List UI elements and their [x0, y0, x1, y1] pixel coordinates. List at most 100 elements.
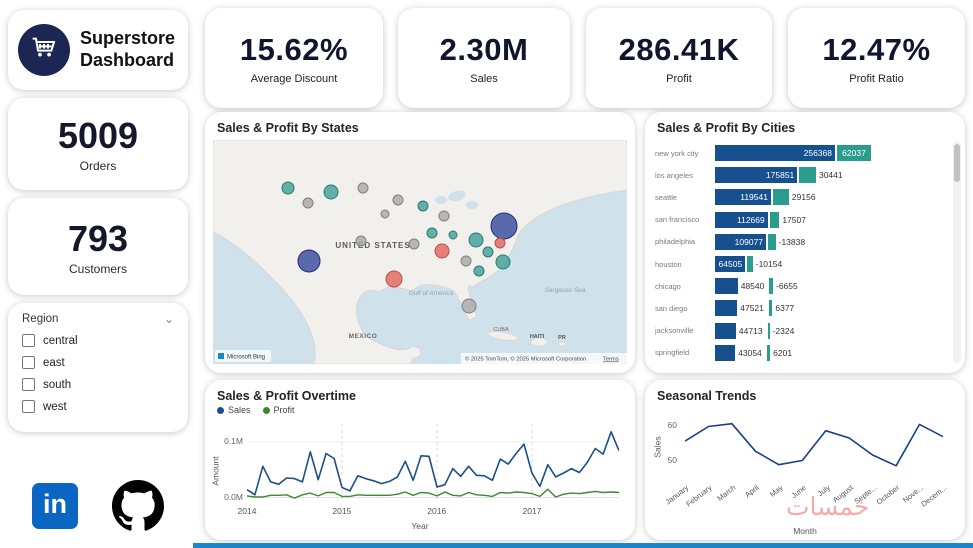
- kpi-profit: 286.41K Profit: [586, 8, 772, 108]
- x-axis-tick: Decem...: [919, 483, 949, 509]
- profit-value: -10154: [755, 259, 783, 270]
- profit-bar[interactable]: [766, 344, 771, 361]
- line-series: [247, 431, 619, 496]
- profit-bar[interactable]: [747, 256, 753, 273]
- profit-value: 6377: [775, 303, 795, 314]
- legend-item-sales[interactable]: Sales: [217, 405, 251, 415]
- overtime-legend: Sales Profit: [217, 405, 295, 415]
- region-option-central[interactable]: central: [22, 334, 174, 347]
- sales-bar[interactable]: [715, 344, 736, 361]
- sales-bar[interactable]: 109077: [715, 233, 767, 250]
- map-bubble[interactable]: [448, 230, 458, 240]
- seasonal-chart-card: Seasonal Trends 60 50 Sales January Febru…: [645, 380, 965, 540]
- sales-bar[interactable]: 119541: [715, 189, 771, 206]
- profit-bar[interactable]: [772, 189, 789, 206]
- profit-bar[interactable]: [768, 233, 776, 250]
- kpi-value: 2.30M: [439, 31, 529, 67]
- map-attribution: © 2025 TomTom, © 2025 Microsoft Corporat…: [461, 353, 627, 364]
- map-bubble[interactable]: [355, 235, 367, 247]
- sales-bar[interactable]: 256368: [715, 145, 835, 162]
- svg-text:Microsoft Bing: Microsoft Bing: [227, 355, 265, 361]
- y-tick: 50: [667, 455, 677, 465]
- checkbox-east[interactable]: [22, 356, 35, 369]
- region-option-west[interactable]: west: [22, 400, 174, 413]
- map-bubble[interactable]: [438, 210, 450, 222]
- kpi-value: 15.62%: [239, 31, 349, 67]
- map-bubble[interactable]: [494, 237, 506, 249]
- map-bubble[interactable]: [392, 194, 404, 206]
- map-bubble[interactable]: [426, 227, 438, 239]
- profit-bar[interactable]: 62037: [837, 145, 871, 162]
- cities-scrollbar-thumb[interactable]: [954, 144, 960, 182]
- map-label-haiti: HAITI: [530, 334, 545, 340]
- checkbox-south[interactable]: [22, 378, 35, 391]
- region-filter-header[interactable]: Region ⌄: [22, 313, 174, 325]
- city-row: houston 64505 -10154: [655, 253, 947, 275]
- sales-bar[interactable]: [715, 278, 738, 295]
- map-bubble[interactable]: [461, 298, 477, 314]
- profit-bar[interactable]: [769, 278, 773, 295]
- map-bubble[interactable]: [495, 254, 511, 270]
- city-label: philadelphia: [655, 237, 696, 247]
- map-bubble[interactable]: [297, 249, 321, 273]
- map-bubble[interactable]: [482, 246, 494, 258]
- profit-bar[interactable]: [799, 167, 816, 184]
- map-bubble[interactable]: [357, 182, 369, 194]
- city-label: new york city: [655, 148, 699, 158]
- github-icon[interactable]: [112, 480, 164, 532]
- profit-value: -13838: [778, 236, 806, 247]
- kpi-average-discount: 15.62% Average Discount: [205, 8, 383, 108]
- region-option-south[interactable]: south: [22, 378, 174, 391]
- map-bubble[interactable]: [473, 265, 485, 277]
- map-label-cuba: CUBA: [493, 327, 509, 333]
- us-map[interactable]: UNITED STATES MEXICO CUBA HAITI PR Gulf …: [213, 140, 627, 364]
- map-bubble[interactable]: [490, 212, 518, 240]
- app-title: Superstore Dashboard: [80, 28, 176, 70]
- map-bubble[interactable]: [468, 232, 484, 248]
- map-label-gulf: Gulf of America: [409, 290, 454, 297]
- profit-value: 17507: [782, 214, 806, 225]
- overtime-chart-title: Sales & Profit Overtime: [217, 389, 356, 403]
- map-bubble[interactable]: [460, 255, 472, 267]
- sales-value: 44713: [738, 325, 763, 336]
- y-axis-title: Sales: [652, 436, 663, 458]
- checkbox-west[interactable]: [22, 400, 35, 413]
- city-label: san diego: [655, 303, 688, 313]
- city-row: philadelphia 109077 -13838: [655, 231, 947, 253]
- checkbox-central[interactable]: [22, 334, 35, 347]
- map-bubble[interactable]: [417, 200, 429, 212]
- terms-link[interactable]: Terms: [603, 357, 619, 363]
- profit-value: -6655: [776, 281, 798, 292]
- map-bubble[interactable]: [408, 238, 420, 250]
- sales-bar[interactable]: [715, 322, 736, 339]
- profit-bar[interactable]: [768, 300, 773, 317]
- profit-bar[interactable]: [767, 322, 770, 339]
- map-bubble[interactable]: [385, 270, 403, 288]
- map-bubble[interactable]: [302, 197, 314, 209]
- x-axis-tick: May: [767, 483, 785, 499]
- cities-scrollbar[interactable]: [953, 142, 961, 363]
- map-bubble[interactable]: [380, 209, 390, 219]
- sales-bar[interactable]: 175851: [715, 167, 798, 184]
- legend-label: Profit: [273, 405, 295, 415]
- x-axis-tick: 2017: [522, 506, 542, 516]
- city-row: jacksonville 44713 -2324: [655, 320, 947, 342]
- kpi-label: Average Discount: [250, 72, 338, 85]
- cities-chart-card: Sales & Profit By Cities new york city 25…: [645, 112, 965, 373]
- linkedin-icon[interactable]: in: [32, 483, 78, 529]
- x-axis-tick: February: [684, 483, 715, 509]
- chevron-down-icon[interactable]: ⌄: [163, 312, 174, 326]
- map-bubble[interactable]: [434, 243, 450, 259]
- y-tick: 0.0M: [224, 492, 243, 502]
- legend-item-profit[interactable]: Profit: [262, 405, 295, 415]
- map-bubble[interactable]: [323, 184, 339, 200]
- profit-bar[interactable]: [769, 211, 780, 228]
- region-option-east[interactable]: east: [22, 356, 174, 369]
- x-axis-tick: January: [663, 483, 691, 507]
- sales-bar[interactable]: 64505: [715, 256, 746, 273]
- sales-bar[interactable]: 112669: [715, 211, 768, 228]
- sales-bar[interactable]: [715, 300, 738, 317]
- orders-card: 5009 Orders: [8, 98, 188, 190]
- x-axis-title: Month: [793, 526, 817, 536]
- map-bubble[interactable]: [281, 181, 295, 195]
